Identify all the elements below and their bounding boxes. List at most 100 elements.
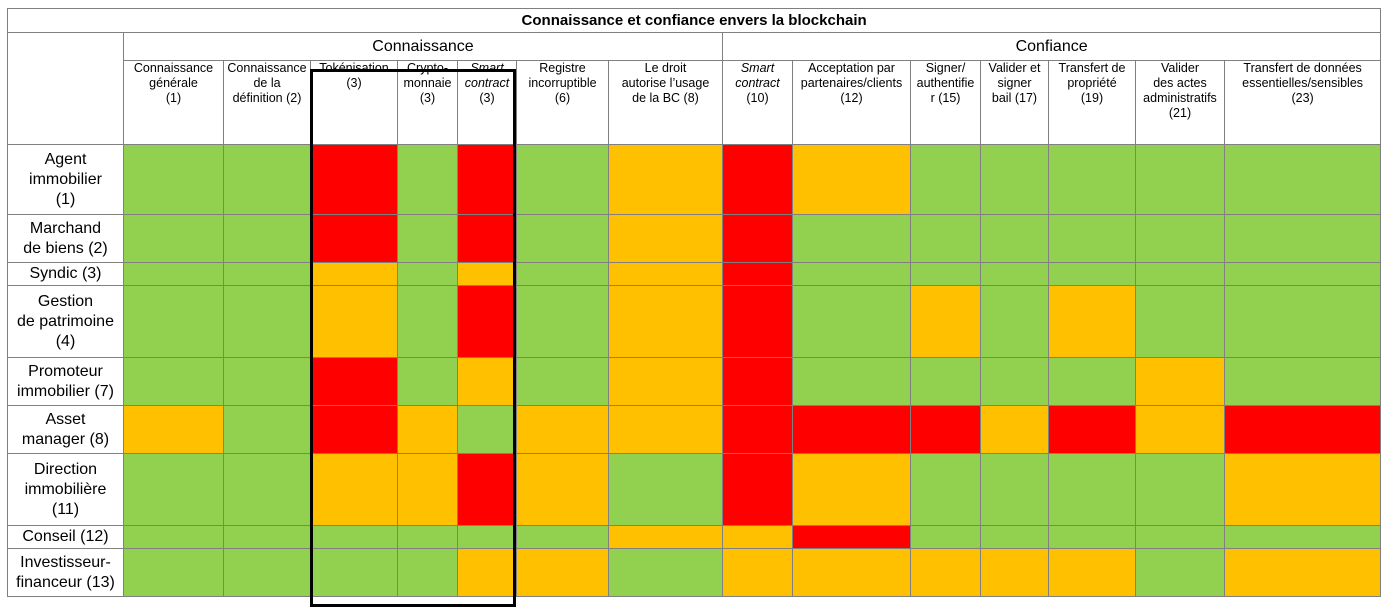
rating-cell xyxy=(457,262,517,286)
table-row: Gestion de patrimoine (4) xyxy=(7,285,1382,358)
rating-cell xyxy=(1048,357,1136,406)
rating-cell xyxy=(123,214,224,263)
column-header-line: Le droit xyxy=(644,61,687,75)
column-header-line: Signer/ xyxy=(925,61,966,75)
rating-cell xyxy=(608,453,723,526)
rating-cell xyxy=(457,405,517,454)
rating-cell xyxy=(1135,525,1225,549)
rating-cell xyxy=(722,357,793,406)
rating-cell xyxy=(722,405,793,454)
column-header-line: Tokénisation xyxy=(319,61,389,75)
rating-cell xyxy=(910,405,981,454)
rating-cell xyxy=(980,548,1049,597)
table-row: Promoteur immobilier (7) xyxy=(7,357,1382,406)
rating-cell xyxy=(457,144,517,215)
rating-cell xyxy=(223,214,311,263)
table-row: Marchand de biens (2) xyxy=(7,214,1382,263)
rating-cell xyxy=(1048,453,1136,526)
rating-cell xyxy=(1135,262,1225,286)
column-header: Valider des actes administratifs (21) xyxy=(1135,60,1225,145)
row-label-line: Promoteur xyxy=(28,362,103,380)
rating-cell xyxy=(1135,453,1225,526)
rating-cell xyxy=(910,144,981,215)
rating-cell xyxy=(397,144,458,215)
column-header: Registre incorruptible (6) xyxy=(516,60,609,145)
rating-cell xyxy=(223,285,311,358)
column-header-line: de la xyxy=(253,76,281,90)
column-header-line: Crypto- xyxy=(407,61,448,75)
rating-cell xyxy=(516,285,609,358)
rating-cell xyxy=(1048,405,1136,454)
column-header-line: (21) xyxy=(1168,106,1192,120)
row-label-line: de biens (2) xyxy=(23,239,108,257)
rating-cell xyxy=(1048,285,1136,358)
rating-cell xyxy=(792,405,911,454)
column-header-line: (1) xyxy=(165,91,182,105)
rating-cell xyxy=(792,548,911,597)
rating-cell xyxy=(310,453,398,526)
column-header-line: Smart xyxy=(470,61,504,75)
rating-cell xyxy=(1223,548,1382,597)
rating-cell xyxy=(457,525,517,549)
column-header-line: des actes xyxy=(1153,76,1207,90)
rating-cell xyxy=(608,214,723,263)
rating-cell xyxy=(608,285,723,358)
rating-cell xyxy=(1135,357,1225,406)
rating-cell xyxy=(310,214,398,263)
column-header: Le droit autorise l’usage de la BC (8) xyxy=(608,60,723,145)
rating-cell xyxy=(123,453,224,526)
table-row: Conseil (12) xyxy=(7,525,1382,549)
row-label-line: (4) xyxy=(55,332,76,350)
column-header-line: définition (2) xyxy=(232,91,302,105)
column-header-line: r (15) xyxy=(930,91,961,105)
rating-cell xyxy=(1135,144,1225,215)
group-header-confiance: Confiance xyxy=(721,32,1382,61)
rating-cell xyxy=(1223,144,1382,215)
rating-cell xyxy=(397,285,458,358)
column-header-line: administratifs xyxy=(1143,91,1217,105)
row-label-line: immobilière xyxy=(24,480,107,498)
rating-cell xyxy=(1135,214,1225,263)
row-label: Promoteur immobilier (7) xyxy=(7,357,124,406)
column-header: Transfert de données essentielles/sensibl… xyxy=(1223,60,1382,145)
rating-cell xyxy=(910,285,981,358)
rating-cell xyxy=(792,357,911,406)
rating-cell xyxy=(792,285,911,358)
column-header: Tokénisation (3) xyxy=(310,60,398,145)
row-label-line: de patrimoine xyxy=(17,312,114,330)
row-label-line: financeur (13) xyxy=(16,573,115,591)
row-label-line: immobilier xyxy=(29,170,102,188)
row-label: Marchand de biens (2) xyxy=(7,214,124,263)
rating-cell xyxy=(980,525,1049,549)
column-header-line: Registre xyxy=(539,61,586,75)
rating-cell xyxy=(910,453,981,526)
column-header-line: Valider xyxy=(1161,61,1199,75)
row-label-line: Gestion xyxy=(37,292,94,310)
column-header: Connaissance de la définition (2) xyxy=(223,60,311,145)
rating-cell xyxy=(980,144,1049,215)
rating-cell xyxy=(792,453,911,526)
rating-cell xyxy=(123,285,224,358)
rating-cell xyxy=(310,357,398,406)
table-row: Syndic (3) xyxy=(7,262,1382,286)
rating-cell xyxy=(223,405,311,454)
rating-cell xyxy=(123,548,224,597)
rating-cell xyxy=(608,525,723,549)
rating-cell xyxy=(792,144,911,215)
column-header-line: (3) xyxy=(419,91,436,105)
rating-cell xyxy=(910,525,981,549)
rating-cell xyxy=(722,262,793,286)
rating-cell xyxy=(1223,214,1382,263)
rating-cell xyxy=(722,214,793,263)
column-header-line: signer xyxy=(997,76,1032,90)
row-label-line: Agent xyxy=(44,150,87,168)
column-header-line: (12) xyxy=(840,91,863,105)
rating-cell xyxy=(310,262,398,286)
column-header: Connaissance générale (1) xyxy=(123,60,224,145)
corner-cell xyxy=(7,32,124,145)
column-header: Signer/authentifie r (15) xyxy=(910,60,981,145)
column-header-line: (6) xyxy=(554,91,571,105)
rating-cell xyxy=(397,214,458,263)
row-label-line: Marchand xyxy=(29,219,102,237)
column-header-line: (19) xyxy=(1080,91,1104,105)
